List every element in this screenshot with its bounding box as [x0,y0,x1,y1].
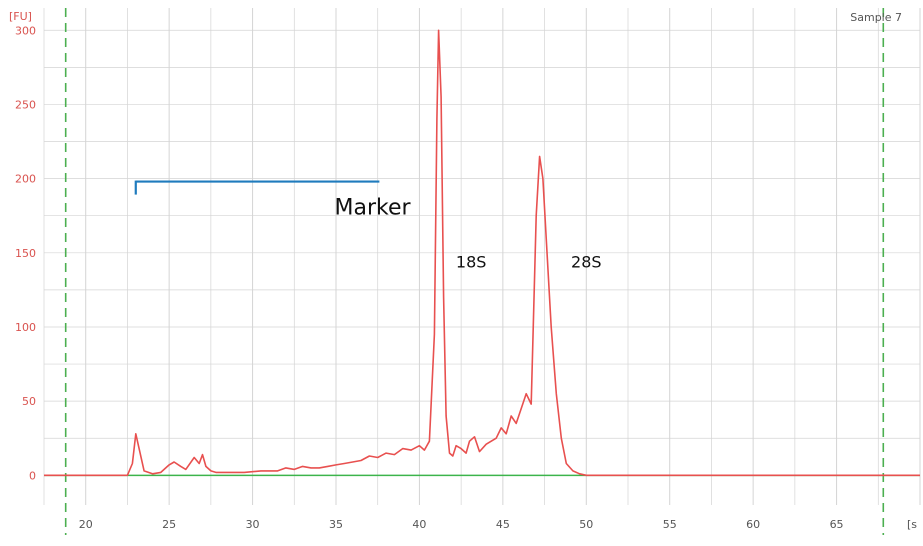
x-tick-label: 65 [830,518,844,531]
series-line [44,29,920,477]
vertical-gridlines [43,8,921,505]
x-tick-label: 50 [579,518,593,531]
sample-label: Sample 7 [850,11,902,24]
x-tick-label: 30 [246,518,260,531]
x-tick-label: 20 [79,518,93,531]
peak-label: 28S [571,253,602,272]
x-tick-label: 40 [412,518,426,531]
y-tick-label: 150 [15,247,36,260]
peak-label: 18S [456,253,487,272]
x-tick-label: 55 [663,518,677,531]
y-tick-label: 200 [15,173,36,186]
y-axis-label: [FU] [9,10,32,23]
x-tick-label: 25 [162,518,176,531]
y-tick-label: 300 [15,24,36,37]
marker-bracket [134,180,380,195]
x-tick-label: 35 [329,518,343,531]
y-tick-label: 250 [15,98,36,111]
x-axis-label: [s [907,518,917,531]
y-tick-label: 100 [15,321,36,334]
x-tick-label: 60 [746,518,760,531]
time-window-lines [64,8,885,535]
marker-label: Marker [335,196,412,221]
x-tick-label: 45 [496,518,510,531]
y-tick-labels: 0 50 100 150 200 250 300 [15,24,36,482]
x-tick-labels: 20 25 30 35 40 45 50 55 60 65 [79,518,844,531]
annotations: Marker 18S 28S [335,196,602,272]
y-tick-label: 50 [22,395,36,408]
y-tick-label: 0 [29,469,36,482]
